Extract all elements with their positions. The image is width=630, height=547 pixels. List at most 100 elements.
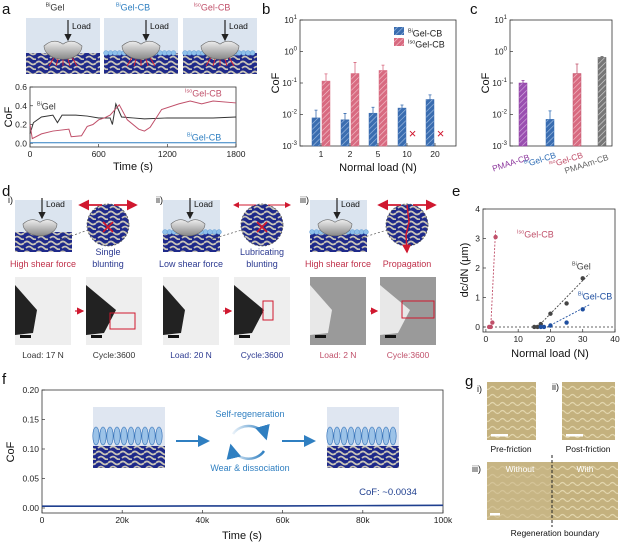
x-tick-label: 20 xyxy=(546,334,556,344)
zoom-circle xyxy=(240,203,284,247)
with-label: With xyxy=(577,464,594,474)
legend-label: IsoGel-CB xyxy=(408,40,445,50)
cb-brush xyxy=(361,426,369,446)
y-axis-label: CoF xyxy=(3,106,15,127)
mechanism-label: Single xyxy=(95,247,120,257)
wear-dissociation-label: Wear & dissociation xyxy=(210,463,289,473)
failed-marker: × xyxy=(437,126,445,141)
y-tick-label: 0.20 xyxy=(22,385,39,395)
data-point xyxy=(538,324,543,330)
gel-network xyxy=(327,446,399,468)
x-tick-label: 1800 xyxy=(227,149,246,159)
panel-label-c: c xyxy=(470,1,478,18)
label-superscript: Iso xyxy=(548,159,556,167)
case-2: ii) Load Low shear force Lubricating bluntin… xyxy=(156,195,291,360)
gel-network xyxy=(15,232,72,252)
cb-brush xyxy=(162,229,168,235)
load-label: Load xyxy=(194,199,213,209)
bar xyxy=(545,119,555,147)
micrograph-pre-friction xyxy=(487,382,536,440)
crack-propagation-icon xyxy=(402,204,412,254)
y-axis-label: dc/dN (μm) xyxy=(459,243,471,298)
schematic-a-1: BiGel Load xyxy=(26,3,100,74)
cb-brush xyxy=(120,426,128,446)
probe-icon xyxy=(317,219,353,237)
failed-marker: × xyxy=(409,126,417,141)
series-label: BiGel-CB xyxy=(187,133,221,143)
cycle-value: Cycle:3600 xyxy=(387,350,430,360)
load-label: Load xyxy=(72,21,91,31)
cb-brush xyxy=(326,426,334,446)
cb-brush xyxy=(216,229,222,235)
cb-brush xyxy=(99,426,107,446)
label-superscript: Iso xyxy=(194,3,201,9)
error-bar xyxy=(428,94,432,100)
legend-swatch xyxy=(394,27,404,35)
cb-brush xyxy=(368,426,376,446)
unregenerated-region xyxy=(487,462,552,520)
label-superscript: Bi xyxy=(116,3,121,9)
case-1: i) Load High shear force Single blunting Load… xyxy=(8,195,142,360)
y-tick-label: 0.2 xyxy=(15,120,27,130)
cb-brush xyxy=(195,50,202,56)
cb-brush xyxy=(309,229,315,235)
x-tick-label: 100k xyxy=(434,515,453,525)
label-main: Gel xyxy=(42,102,56,112)
crack-tip xyxy=(310,285,332,335)
load-label: Load xyxy=(46,199,65,209)
shear-force-label: High shear force xyxy=(10,259,76,269)
label-main: Gel xyxy=(50,3,64,13)
shear-force-label: High shear force xyxy=(305,259,371,269)
x-tick-label: 40 xyxy=(610,334,620,344)
y-tick-label: 10-3 xyxy=(492,141,507,151)
error-bar xyxy=(314,109,318,118)
bar xyxy=(340,119,350,147)
cb-brush xyxy=(245,50,251,56)
cb-brush xyxy=(333,426,341,446)
label-superscript: Iso xyxy=(408,40,415,46)
cb-brush xyxy=(358,229,365,235)
cycle-value: Cycle:3600 xyxy=(241,350,284,360)
error-bar xyxy=(324,73,328,82)
blunting-x-icon xyxy=(102,221,114,233)
error-bar xyxy=(548,110,552,120)
y-axis-label: CoF xyxy=(480,72,492,93)
gel-network xyxy=(93,446,165,468)
chart-c: 10-310-210-1100101PMAA-CBBiGel-CBIsoGel-… xyxy=(480,15,613,176)
x-axis-label: Normal load (N) xyxy=(511,348,589,360)
label-main: Gel xyxy=(577,262,591,272)
x-tick-label: 0 xyxy=(28,149,33,159)
cb-brush xyxy=(116,50,123,56)
cb-brush xyxy=(148,426,156,446)
chart-a: 0 600 1200 18000.00.20.40.6BiGelIsoGel-CBBi… xyxy=(3,82,246,173)
cb-brush xyxy=(202,229,209,235)
y-tick-label: 1 xyxy=(475,292,480,302)
cof-annotation: CoF: ~0.0034 xyxy=(359,487,417,498)
error-bar xyxy=(600,55,604,58)
y-tick-label: 0.10 xyxy=(22,444,39,454)
data-point xyxy=(548,311,553,316)
plot-frame xyxy=(41,389,444,514)
bar xyxy=(350,73,360,147)
scale-bar xyxy=(566,434,583,437)
cb-brush xyxy=(240,50,247,56)
scale-bar xyxy=(385,335,396,338)
x-tick-label: 10 xyxy=(402,149,412,159)
error-bar xyxy=(353,62,357,74)
panel-g: i) ii) iii) Pre-friction Post-friction Withou… xyxy=(472,382,618,538)
data-point xyxy=(532,324,537,330)
cb-brush xyxy=(127,426,135,446)
cb-brush xyxy=(191,50,197,56)
cb-brush xyxy=(354,229,360,235)
x-tick-label: 0 xyxy=(40,515,45,525)
data-point xyxy=(535,324,540,330)
label-main: Gel-CB xyxy=(583,292,613,302)
label-superscript: Bi xyxy=(523,159,529,166)
x-tick-label: 40k xyxy=(196,515,210,525)
case-label: ii) xyxy=(156,195,163,205)
panel-label-d: d xyxy=(2,183,10,200)
schematic-initial xyxy=(92,407,165,468)
label-main: Gel-CB xyxy=(524,230,554,240)
schematic-title: BiGel xyxy=(46,3,65,13)
cb-brush xyxy=(103,50,109,56)
